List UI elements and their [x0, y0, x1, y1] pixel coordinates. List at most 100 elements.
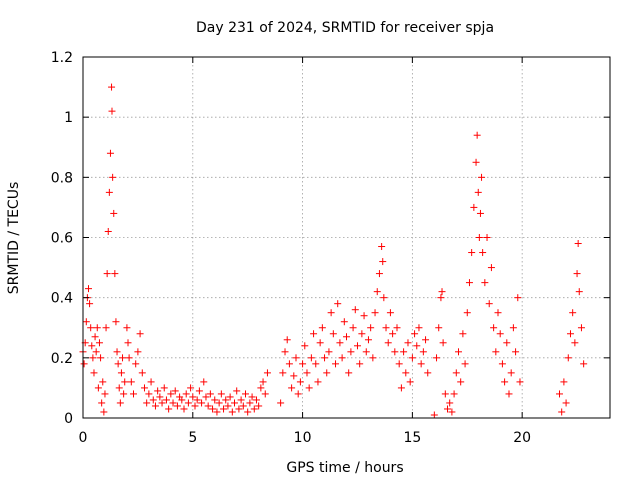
data-point: [437, 294, 445, 302]
data-point: [514, 294, 522, 302]
data-point: [116, 399, 124, 407]
data-point: [82, 318, 90, 326]
data-point: [257, 384, 265, 392]
data-point: [121, 378, 129, 386]
data-point: [321, 354, 329, 362]
data-point: [296, 378, 304, 386]
data-point: [441, 390, 449, 398]
data-point: [571, 339, 579, 347]
data-point: [501, 378, 509, 386]
data-point: [228, 408, 236, 416]
data-point: [360, 312, 368, 320]
data-point: [307, 354, 315, 362]
data-point: [580, 360, 588, 368]
y-tick-label: 0.2: [51, 351, 73, 367]
data-point: [336, 339, 344, 347]
data-point: [569, 309, 577, 317]
data-point: [424, 369, 432, 377]
data-point: [391, 348, 399, 356]
x-tick-label: 20: [513, 430, 531, 446]
data-point: [386, 309, 394, 317]
data-point: [332, 360, 340, 368]
data-point: [369, 354, 377, 362]
data-point: [433, 354, 441, 362]
data-point: [104, 227, 112, 235]
data-point: [261, 390, 269, 398]
data-point: [389, 330, 397, 338]
data-point: [555, 390, 563, 398]
data-point: [120, 390, 128, 398]
data-point: [162, 396, 170, 404]
data-point: [156, 393, 164, 401]
data-point: [509, 324, 517, 332]
data-point: [95, 339, 103, 347]
data-point: [461, 360, 469, 368]
data-point: [193, 396, 201, 404]
data-point: [182, 390, 190, 398]
data-point: [226, 393, 234, 401]
y-axis-label: SRMTID / TECUs: [6, 182, 22, 295]
x-tick-label: 0: [79, 430, 88, 446]
data-point: [490, 324, 498, 332]
data-point: [345, 369, 353, 377]
data-point: [288, 384, 296, 392]
grid-lines: [83, 57, 610, 418]
data-point: [473, 131, 481, 139]
data-point: [516, 378, 524, 386]
data-point: [209, 405, 217, 413]
data-point: [250, 405, 258, 413]
data-point: [154, 387, 162, 395]
data-point: [290, 372, 298, 380]
data-point: [200, 378, 208, 386]
x-tick-label: 5: [188, 430, 197, 446]
data-point: [422, 336, 430, 344]
data-point: [143, 399, 151, 407]
data-point: [108, 107, 116, 115]
data-point: [327, 309, 335, 317]
data-point: [574, 240, 582, 248]
data-point: [248, 393, 256, 401]
data-point: [475, 234, 483, 241]
data-point: [393, 324, 401, 332]
data-point: [367, 324, 375, 332]
data-point: [364, 336, 372, 344]
data-point: [233, 387, 241, 395]
data-point: [358, 330, 366, 338]
data-point: [151, 402, 159, 410]
data-point: [263, 369, 271, 377]
data-point: [167, 390, 175, 398]
data-point: [98, 399, 106, 407]
data-point: [463, 309, 471, 317]
data-point: [171, 387, 179, 395]
data-point: [419, 348, 427, 356]
data-point: [478, 173, 486, 181]
data-point: [479, 249, 487, 257]
data-point: [573, 270, 581, 278]
data-point: [119, 354, 127, 362]
data-point: [145, 390, 153, 398]
data-point: [411, 330, 419, 338]
data-point: [103, 270, 111, 278]
data-point: [483, 234, 491, 241]
data-point: [496, 330, 504, 338]
data-point: [132, 360, 140, 368]
data-point: [239, 402, 247, 410]
data-point: [237, 396, 245, 404]
data-point: [100, 408, 108, 416]
y-tick-label: 0.6: [51, 231, 73, 247]
data-point: [303, 369, 311, 377]
data-point: [140, 384, 148, 392]
data-point: [106, 149, 114, 157]
data-point: [113, 348, 121, 356]
data-point: [430, 411, 438, 419]
data-point: [334, 300, 342, 308]
data-point: [259, 378, 267, 386]
data-point: [198, 399, 206, 407]
data-point: [252, 396, 260, 404]
data-point: [110, 209, 118, 217]
data-point: [340, 318, 348, 326]
data-point: [465, 279, 473, 287]
data-point: [217, 390, 225, 398]
data-point: [88, 342, 96, 350]
